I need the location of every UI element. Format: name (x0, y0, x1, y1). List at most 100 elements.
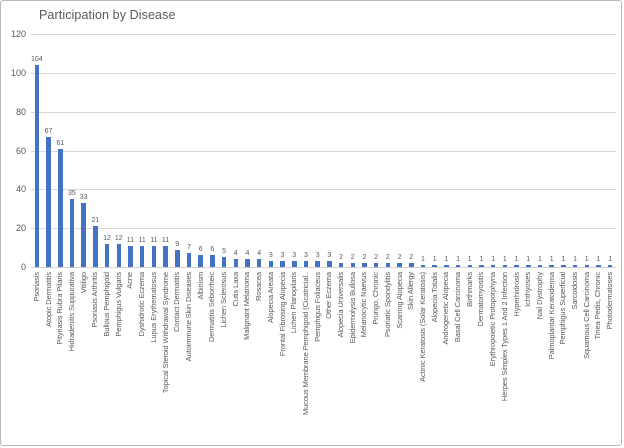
bar (385, 263, 391, 267)
bar-value-label: 11 (161, 236, 170, 244)
x-axis-label: Mucous Membrane Pemphigoid (Cicatricial.… (300, 272, 310, 416)
x-axis-label: Lichen Planopilaris (289, 272, 299, 334)
bar (455, 265, 461, 267)
x-axis-line (31, 267, 616, 268)
x-axis-label: Pemphigus Vulgaris (113, 272, 123, 337)
bar (81, 202, 86, 267)
y-tick-label: 20 (15, 223, 26, 234)
gridline (31, 111, 616, 113)
bar (561, 265, 566, 267)
bar-value-label: 35 (68, 190, 76, 198)
bar-value-label: 6 (210, 246, 215, 254)
bar-value-label: 1 (549, 256, 554, 263)
x-axis-label: Basal Cell Carcinoma (453, 272, 463, 343)
bar (467, 265, 472, 267)
gridline (31, 150, 616, 152)
x-axis-label: Androgenetic Alopecia (441, 272, 451, 345)
bar (362, 263, 367, 267)
bar (104, 243, 110, 267)
x-axis-label: Epidermolysis Bullosa (347, 272, 357, 344)
x-axis-label: Rosacea (254, 272, 264, 301)
bar (233, 259, 238, 267)
gridline (31, 228, 616, 230)
bar-value-label: 1 (444, 256, 449, 263)
bar (116, 243, 121, 267)
bar (151, 245, 157, 267)
x-axis-label: Actinic Keratosis (Solar Keratosis) (417, 272, 427, 382)
gridline (31, 34, 616, 35)
x-axis-label: Vitiligo (78, 272, 88, 294)
bar-value-label: 67 (44, 127, 53, 135)
bar-value-label: 2 (397, 254, 402, 262)
bar-value-label: 1 (561, 256, 566, 263)
bar (572, 265, 578, 267)
bar (268, 261, 274, 267)
x-axis-label: Ichthyoses (523, 272, 533, 307)
bar-value-label: 1 (491, 256, 496, 263)
bar (409, 263, 414, 267)
bar-value-label: 2 (409, 254, 414, 262)
bar-value-label: 1 (608, 256, 613, 263)
x-axis-label: Contact Dermatitis (172, 272, 182, 332)
x-axis-label: Acne (125, 272, 135, 289)
bar (245, 259, 250, 267)
bar (607, 265, 613, 267)
bar (34, 65, 40, 267)
bar-value-label: 2 (385, 254, 390, 262)
bar-value-label: 1 (537, 256, 542, 263)
x-axis-label: Psoriasis Arthritis (90, 272, 100, 328)
x-axis-label: Tinea Pedis, Chronic (593, 272, 603, 340)
x-axis-label: Cutis Laxa (230, 272, 240, 307)
bar (163, 245, 168, 267)
bar-value-label: 11 (126, 236, 135, 244)
bar-value-label: 33 (79, 193, 88, 201)
bar (280, 261, 285, 267)
x-axis-label: Albinism (195, 272, 205, 300)
bar (186, 253, 192, 267)
x-axis-label: Herpes Simplex Types 1 And 2 Infection (499, 272, 509, 402)
bar (69, 199, 75, 267)
x-axis-label: Pemphigus Superficial (558, 272, 568, 345)
x-axis-label: Pemphigus Foliaceus (312, 272, 322, 342)
x-axis-label: Dermatomyositis (476, 272, 486, 327)
bar-value-label: 3 (268, 252, 273, 260)
x-axis-label: Topical Steroid Withdrawal Syndrome (160, 272, 170, 394)
bar-value-label: 11 (138, 236, 146, 244)
x-axis-label: Bullous Pemphigoid (102, 272, 112, 337)
x-axis-label: Hidradenitis Suppurativa (66, 272, 76, 352)
bar-value-label: 1 (526, 256, 531, 263)
bar-value-label: 1 (514, 256, 519, 263)
bar (514, 265, 519, 267)
bar (327, 261, 332, 267)
bar (549, 265, 554, 267)
bar (175, 249, 180, 267)
x-axis-label: Lichen Sclerosus (219, 272, 229, 328)
bar (58, 148, 63, 267)
bar-value-label: 2 (339, 254, 343, 262)
x-axis-label: Other Eczema (324, 272, 334, 319)
bar-value-label: 3 (280, 252, 285, 260)
bar-value-label: 4 (245, 250, 250, 258)
x-axis-label: Dyshidrotic Eczema (137, 272, 147, 337)
y-tick-label: 120 (10, 29, 26, 39)
y-tick-label: 60 (15, 145, 26, 156)
bar (373, 263, 379, 267)
bar-value-label: 61 (56, 139, 65, 147)
gridline (31, 189, 616, 191)
x-axis-label: Atopic Dermatitis (43, 272, 53, 327)
chart-title: Participation by Disease (39, 8, 176, 22)
bar (210, 255, 215, 267)
bar-value-label: 3 (292, 252, 297, 260)
x-axis-label: Psoriatic Spondylitis (382, 272, 392, 338)
bar-value-label: 3 (327, 252, 332, 260)
bar-value-label: 2 (362, 254, 367, 262)
x-axis-label: Hyperhidrosis (511, 272, 521, 317)
bar-value-label: 2 (350, 254, 355, 262)
y-tick-label: 80 (15, 106, 26, 117)
gridline (31, 72, 616, 74)
bar (93, 226, 98, 267)
bar (292, 261, 297, 267)
bar (338, 263, 344, 267)
bar (490, 265, 496, 267)
bar-value-label: 9 (175, 240, 180, 248)
